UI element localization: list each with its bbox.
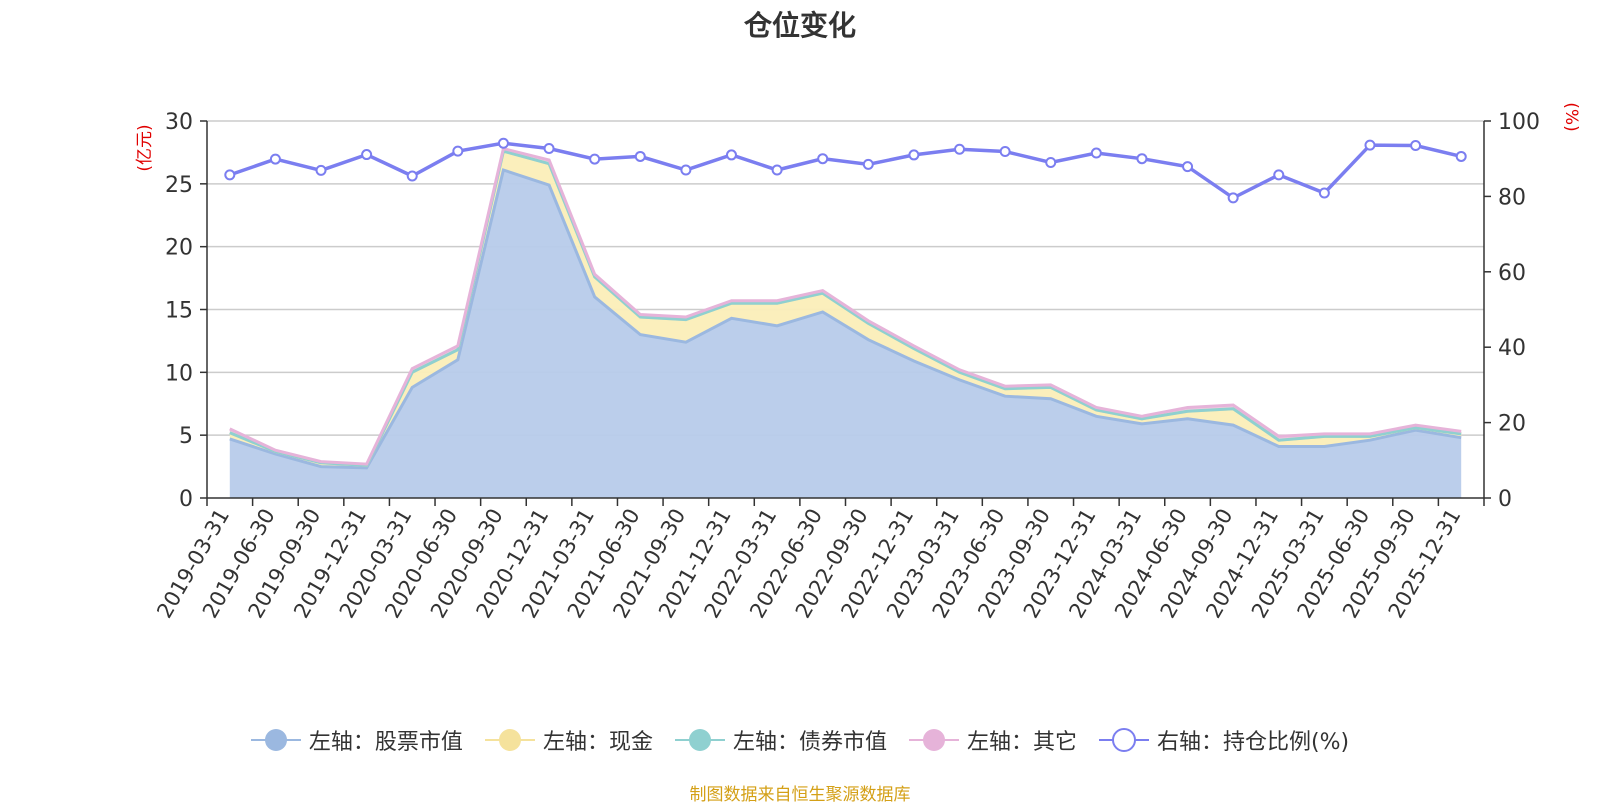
left-tick-label: 5 <box>179 424 193 449</box>
legend: 左轴：股票市值 左轴：现金 左轴：债券市值 左轴：其它 右轴：持仓比例(%) <box>0 724 1600 756</box>
right-tick-label: 100 <box>1498 110 1540 135</box>
point-右轴：持仓比例(%) <box>361 149 373 161</box>
right-tick-label: 40 <box>1498 336 1526 361</box>
left-tick-label: 0 <box>179 487 193 512</box>
legend-item[interactable]: 右轴：持仓比例(%) <box>1098 724 1350 756</box>
legend-label: 右轴：持仓比例(%) <box>1156 730 1350 755</box>
legend-marker-icon <box>250 729 301 751</box>
point-右轴：持仓比例(%) <box>1273 169 1285 181</box>
point-右轴：持仓比例(%) <box>1090 147 1102 159</box>
point-右轴：持仓比例(%) <box>680 164 692 176</box>
right-tick-label: 20 <box>1498 412 1526 437</box>
area-左轴：股票市值 <box>229 170 1462 498</box>
point-右轴：持仓比例(%) <box>1410 140 1422 152</box>
legend-item[interactable]: 左轴：其它 <box>908 724 1077 756</box>
point-右轴：持仓比例(%) <box>497 137 509 149</box>
legend-item[interactable]: 左轴：现金 <box>484 724 653 756</box>
legend-label: 左轴：债券市值 <box>732 730 887 755</box>
data-source-note: 制图数据来自恒生聚源数据库 <box>689 785 911 805</box>
position-change-chart: 051015202530020406080100(亿元)(%)2019-03-3… <box>135 102 1581 622</box>
line-左轴：其它 <box>229 146 1462 466</box>
right-tick-label: 0 <box>1498 487 1512 512</box>
point-右轴：持仓比例(%) <box>817 153 829 165</box>
line-右轴：持仓比例(%) <box>229 141 1462 200</box>
right-axis-unit: (%) <box>1561 102 1581 131</box>
right-tick-label: 80 <box>1498 185 1526 210</box>
point-右轴：持仓比例(%) <box>862 158 874 170</box>
legend-item[interactable]: 左轴：股票市值 <box>250 724 463 756</box>
legend-label: 左轴：现金 <box>542 730 653 755</box>
point-右轴：持仓比例(%) <box>1045 156 1057 168</box>
point-右轴：持仓比例(%) <box>634 150 646 162</box>
point-右轴：持仓比例(%) <box>452 145 464 157</box>
point-右轴：持仓比例(%) <box>1455 150 1467 162</box>
point-右轴：持仓比例(%) <box>406 170 418 182</box>
line-左轴：股票市值 <box>229 168 1462 470</box>
point-右轴：持仓比例(%) <box>1318 187 1330 199</box>
point-右轴：持仓比例(%) <box>908 149 920 161</box>
left-tick-label: 25 <box>165 173 193 198</box>
legend-item[interactable]: 左轴：债券市值 <box>674 724 887 756</box>
point-右轴：持仓比例(%) <box>269 153 281 165</box>
point-右轴：持仓比例(%) <box>725 149 737 161</box>
point-右轴：持仓比例(%) <box>1227 192 1239 204</box>
point-右轴：持仓比例(%) <box>315 164 327 176</box>
point-右轴：持仓比例(%) <box>543 143 555 155</box>
line-左轴：债券市值 <box>229 149 1462 467</box>
point-右轴：持仓比例(%) <box>999 146 1011 158</box>
left-tick-label: 20 <box>165 236 193 261</box>
point-右轴：持仓比例(%) <box>589 153 601 165</box>
left-axis-unit: (亿元) <box>135 124 155 171</box>
left-tick-label: 30 <box>165 110 193 135</box>
legend-label: 左轴：股票市值 <box>308 730 463 755</box>
point-右轴：持仓比例(%) <box>1182 161 1194 173</box>
legend-marker-icon <box>908 729 959 751</box>
legend-label: 左轴：其它 <box>966 730 1077 755</box>
left-tick-label: 10 <box>165 361 193 386</box>
legend-marker-icon <box>484 729 535 751</box>
point-右轴：持仓比例(%) <box>771 164 783 176</box>
point-右轴：持仓比例(%) <box>1364 139 1376 151</box>
point-右轴：持仓比例(%) <box>1136 153 1148 165</box>
legend-marker-icon <box>674 729 725 751</box>
chart-title: 仓位变化 <box>743 9 856 42</box>
right-tick-label: 60 <box>1498 261 1526 286</box>
point-右轴：持仓比例(%) <box>224 169 236 181</box>
left-tick-label: 15 <box>165 299 193 324</box>
point-右轴：持仓比例(%) <box>954 143 966 155</box>
legend-marker-icon <box>1098 728 1149 752</box>
